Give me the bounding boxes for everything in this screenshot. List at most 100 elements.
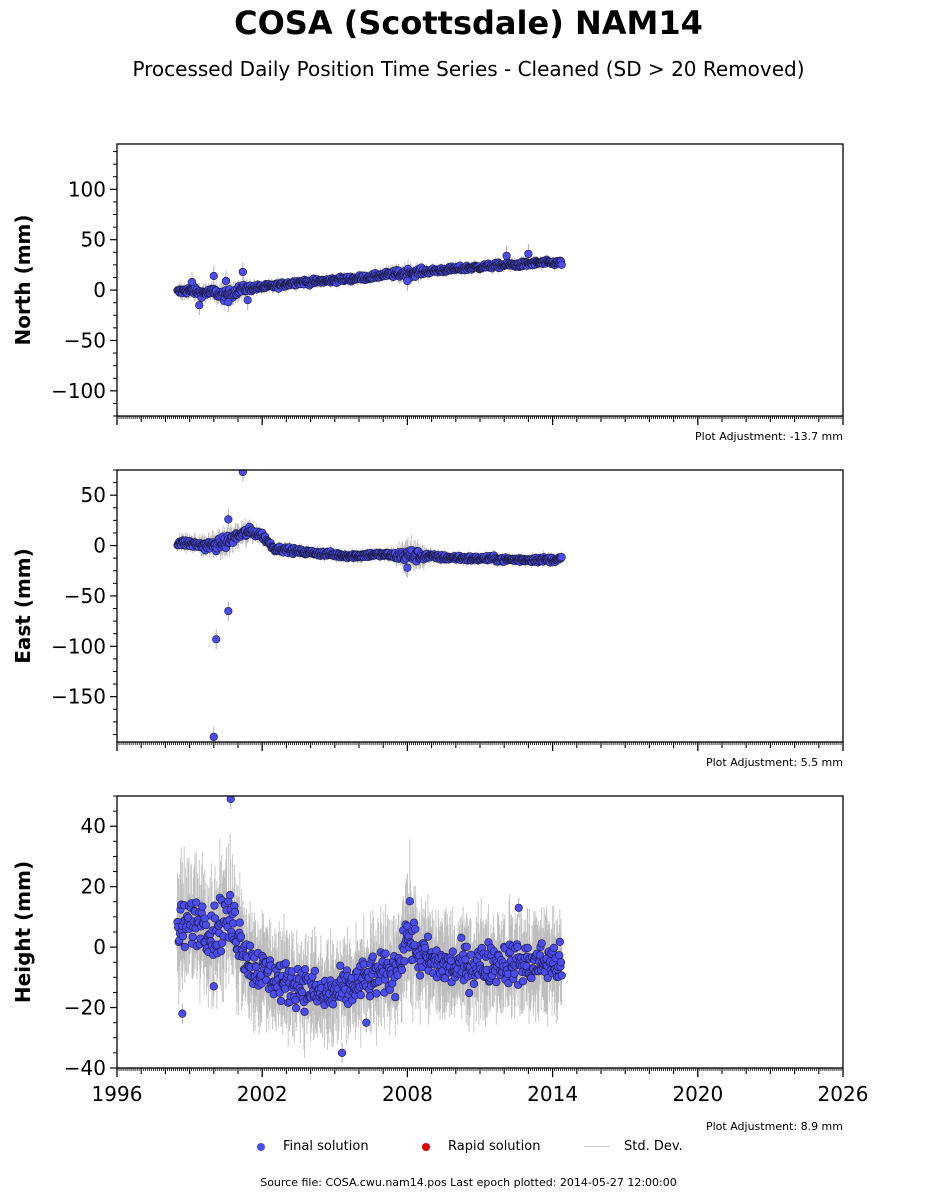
north-outlier-point [524, 249, 533, 258]
east-outlier-point [212, 635, 221, 644]
height-data-point [556, 958, 566, 967]
height-data-point [523, 943, 532, 953]
height-data-point [457, 933, 466, 942]
height-data-point [230, 907, 240, 917]
north-y-tick-label: −100 [51, 379, 106, 403]
east-y-tick-label: 0 [93, 534, 106, 558]
east-axes-frame [116, 469, 844, 743]
north-outlier-point [224, 298, 233, 307]
height-data-point [510, 969, 519, 978]
height-plot-area [173, 796, 566, 1063]
height-data-point [336, 961, 345, 970]
east-outlier-point [209, 732, 218, 742]
height-data-point [557, 971, 566, 980]
height-data-point [235, 918, 244, 927]
east-outlier-point [224, 515, 233, 524]
east-y-tick-label: −50 [64, 584, 106, 608]
east-data-point [557, 552, 566, 562]
east-final-points [173, 470, 566, 742]
north-outlier-point [195, 301, 204, 310]
north-plot-area [173, 243, 566, 316]
east-y-axis-label: East (mm) [11, 548, 35, 664]
height-data-point [527, 973, 536, 983]
north-y-tick-label: 50 [81, 228, 106, 252]
height-y-tick-label: 0 [93, 935, 106, 959]
height-data-point [555, 951, 564, 960]
east-std-dev-bars [177, 470, 563, 742]
height-data-point [466, 950, 476, 959]
height-y-tick-label: −20 [64, 996, 106, 1020]
height-data-point [411, 924, 420, 934]
height-data-point [448, 947, 457, 956]
east-y-tick-label: −150 [51, 685, 106, 709]
height-data-point [198, 902, 207, 911]
north-outlier-point [187, 277, 197, 287]
height-data-point [276, 996, 286, 1006]
height-data-point [465, 989, 474, 998]
east-y-tick-label: 50 [81, 483, 106, 507]
east-outlier-point [224, 606, 233, 616]
height-outlier-point [178, 1009, 187, 1018]
east-panel: −150 −100 −50 0 50 East (mm) Plot Adjustment: … [11, 469, 844, 769]
north-outlier-point [221, 276, 230, 286]
height-data-point [513, 942, 522, 952]
height-data-point [462, 942, 471, 951]
height-y-tick-label: 20 [81, 875, 106, 899]
height-data-point [301, 965, 310, 974]
height-data-point [555, 937, 564, 946]
north-outlier-point [403, 276, 412, 286]
page-subtitle: Processed Daily Position Time Series - C… [132, 57, 805, 81]
north-outlier-point [209, 271, 218, 281]
east-outlier-point [403, 563, 412, 572]
height-data-point [391, 993, 400, 1002]
north-panel: −100 −50 0 50 100 North (mm) Plot Adjustment: … [11, 143, 844, 443]
height-data-point [281, 959, 290, 968]
height-outlier-point [514, 903, 523, 912]
height-data-point [216, 947, 226, 956]
height-data-point [300, 1007, 309, 1016]
height-data-point [246, 941, 255, 950]
height-data-point [291, 1004, 301, 1013]
height-data-point [420, 943, 430, 953]
height-data-point [368, 952, 378, 961]
north-y-tick-label: 0 [93, 278, 106, 302]
north-outlier-point [243, 296, 252, 305]
height-data-point [210, 901, 219, 910]
north-outlier-point [238, 267, 247, 277]
east-outlier-point [238, 470, 247, 477]
north-data-point [557, 260, 566, 269]
height-data-point [518, 977, 528, 986]
height-outlier-point [337, 1048, 347, 1057]
height-data-point [356, 991, 365, 1000]
north-y-tick-label: −50 [64, 328, 106, 352]
height-data-point [178, 931, 188, 941]
height-data-point [201, 920, 211, 930]
north-outlier-point [502, 251, 511, 260]
height-data-point [397, 965, 407, 975]
height-data-point [192, 898, 201, 907]
height-y-tick-label: 40 [81, 814, 106, 838]
east-plot-area [173, 470, 566, 742]
page-title: COSA (Scottsdale) NAM14 [234, 4, 703, 42]
height-final-points [173, 796, 566, 1057]
height-data-point [226, 890, 235, 900]
height-outlier-point [362, 1018, 371, 1027]
east-y-tick-label: −100 [51, 634, 106, 658]
height-data-point [328, 1000, 338, 1009]
height-data-point [416, 971, 425, 980]
height-data-point [403, 922, 412, 931]
height-outlier-point [226, 796, 235, 804]
height-data-point [492, 978, 501, 987]
height-data-point [423, 932, 433, 941]
height-data-point [180, 942, 189, 952]
height-data-point [252, 962, 261, 972]
height-data-point [381, 949, 390, 958]
height-data-point [549, 943, 558, 952]
height-data-point [188, 932, 197, 942]
height-data-point [236, 932, 246, 941]
height-outlier-point [209, 982, 218, 991]
height-data-point [537, 939, 546, 948]
height-data-point [405, 897, 414, 906]
north-y-axis-label: North (mm) [11, 214, 35, 345]
